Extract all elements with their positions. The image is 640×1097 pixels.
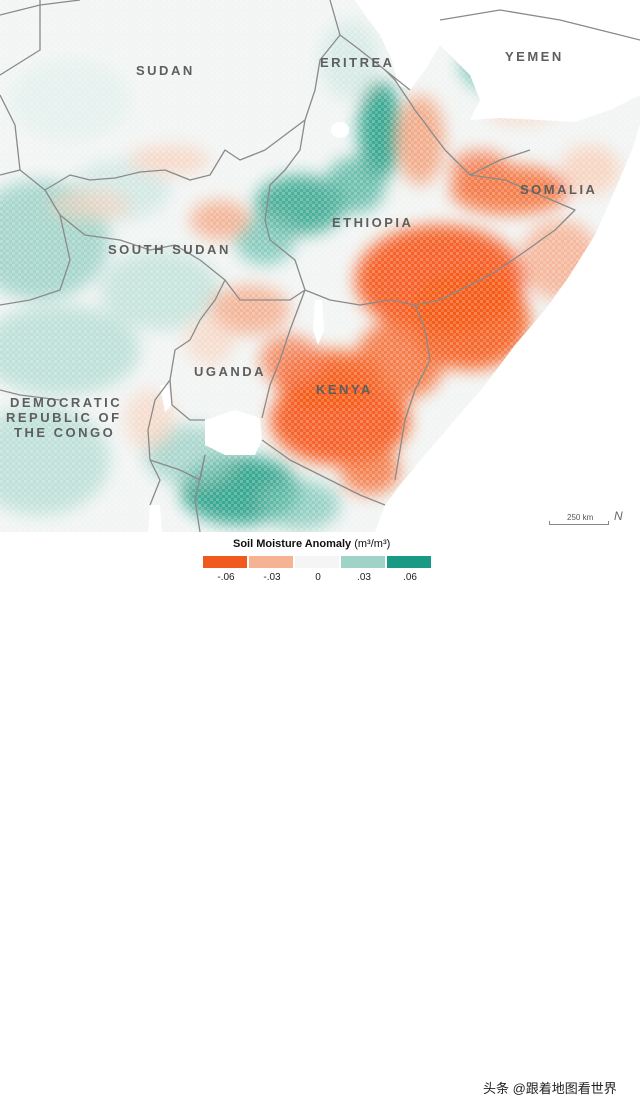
country-borders (0, 0, 640, 532)
legend-title: Soil Moisture Anomaly (m³/m³) (233, 538, 390, 550)
legend-swatch-3 (295, 556, 339, 568)
legend-swatch-5 (387, 556, 431, 568)
soil-moisture-map: SUDAN ERITREA YEMEN SOMALIA ETHIOPIA SOU… (0, 0, 640, 532)
scale-bar-label: 250 km (567, 513, 594, 522)
legend-tick-4: .03 (357, 572, 371, 583)
label-sudan: SUDAN (136, 63, 195, 78)
legend-swatch-4 (341, 556, 385, 568)
legend-swatch-1 (203, 556, 247, 568)
label-uganda: UGANDA (194, 364, 267, 379)
gulf-of-aden (440, 0, 640, 122)
watermark: 头条 @跟着地图看世界 (483, 1081, 617, 1096)
label-drc-line-1: DEMOCRATIC (10, 395, 123, 410)
legend: Soil Moisture Anomaly (m³/m³) -.06 -.03 … (0, 532, 640, 1096)
label-drc-line-3: THE CONGO (14, 425, 116, 440)
lake-albert (160, 385, 172, 412)
map-canvas (0, 0, 640, 532)
legend-tick-5: .06 (403, 572, 417, 583)
label-south-sudan: SOUTH SUDAN (108, 242, 231, 257)
legend-unit: (m³/m³) (354, 538, 391, 550)
anomaly-fields (0, 0, 640, 532)
water-bodies (148, 0, 640, 532)
lake-tana (331, 122, 349, 138)
label-drc-line-2: REPUBLIC OF (6, 410, 122, 425)
lake-tanganyika (148, 505, 162, 532)
red-sea (355, 0, 465, 90)
label-kenya: KENYA (316, 382, 373, 397)
lake-victoria (205, 410, 262, 455)
legend-tick-1: -.06 (217, 572, 235, 583)
label-eritrea: ERITREA (320, 55, 395, 70)
label-ethiopia: ETHIOPIA (332, 215, 414, 230)
lake-turkana (313, 300, 324, 345)
label-yemen: YEMEN (505, 49, 564, 64)
legend-title-text: Soil Moisture Anomaly (233, 538, 352, 550)
legend-tick-3: 0 (315, 572, 321, 583)
scale-bar (549, 521, 609, 525)
legend-swatch-2 (249, 556, 293, 568)
legend-tick-2: -.03 (263, 572, 281, 583)
north-arrow-icon: N (614, 509, 623, 523)
label-somalia: SOMALIA (520, 182, 598, 197)
indian-ocean (375, 125, 640, 532)
